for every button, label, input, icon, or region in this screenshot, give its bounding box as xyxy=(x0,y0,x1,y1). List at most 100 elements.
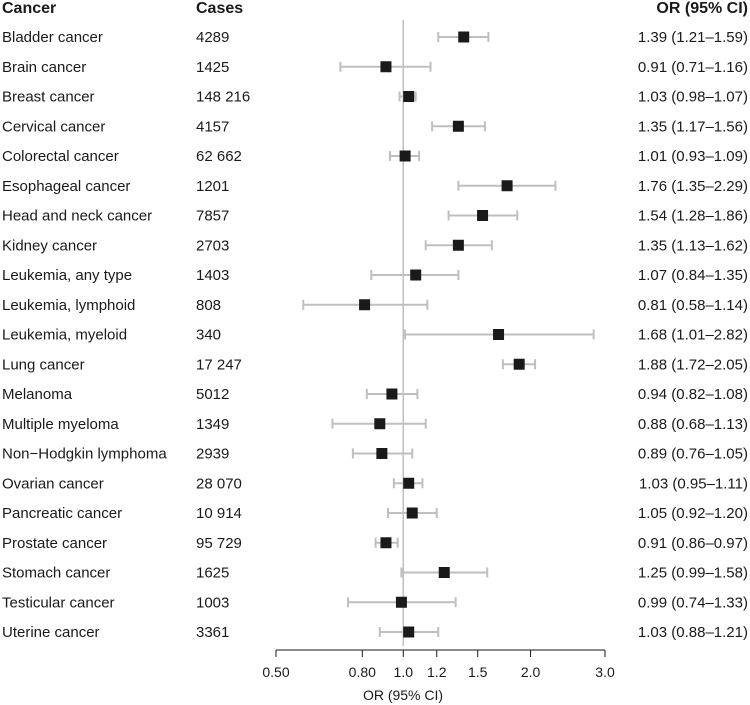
row-or-label: 1.35 (1.13–1.62) xyxy=(638,237,748,254)
row-or-label: 1.01 (0.93–1.09) xyxy=(638,148,748,165)
or-point xyxy=(359,299,371,311)
row-19: Stomach cancer 1625 1.25 (0.99–1.58) xyxy=(2,565,748,582)
or-point xyxy=(380,61,392,73)
row-cases-label: 95 729 xyxy=(196,535,242,552)
row-or-label: 0.91 (0.86–0.97) xyxy=(638,535,748,552)
row-3: Breast cancer 148 216 1.03 (0.98–1.07) xyxy=(2,89,748,106)
row-cancer-label: Cervical cancer xyxy=(2,118,105,135)
row-cancer-label: Esophageal cancer xyxy=(2,178,130,195)
row-cancer-label: Prostate cancer xyxy=(2,535,107,552)
or-point xyxy=(410,269,422,281)
row-cases-label: 1403 xyxy=(196,267,229,284)
row-cancer-label: Bladder cancer xyxy=(2,29,103,46)
row-1: Bladder cancer 4289 1.39 (1.21–1.59) xyxy=(2,29,748,46)
or-point xyxy=(438,567,450,578)
row-or-label: 1.54 (1.28–1.86) xyxy=(638,208,748,225)
row-cancer-label: Colorectal cancer xyxy=(2,148,119,165)
tick-label: 1.5 xyxy=(468,664,488,680)
row-or-label: 0.94 (0.82–1.08) xyxy=(638,386,748,403)
row-cancer-label: Ovarian cancer xyxy=(2,475,104,492)
row-or-label: 1.03 (0.95–1.11) xyxy=(639,475,748,492)
row-cancer-label: Leukemia, lymphoid xyxy=(2,297,135,314)
row-cancer-label: Non−Hodgkin lymphoma xyxy=(2,446,167,463)
row-16: Ovarian cancer 28 070 1.03 (0.95–1.11) xyxy=(2,475,748,492)
row-9: Leukemia, any type 1403 1.07 (0.84–1.35) xyxy=(2,267,748,284)
row-or-label: 1.76 (1.35–2.29) xyxy=(638,178,748,195)
row-cancer-label: Multiple myeloma xyxy=(2,416,119,433)
tick-label: 3.0 xyxy=(595,664,615,680)
row-cases-label: 62 662 xyxy=(196,148,242,165)
row-cases-label: 1003 xyxy=(196,594,229,611)
or-point xyxy=(493,329,505,340)
or-point xyxy=(395,596,407,608)
row-cancer-label: Pancreatic cancer xyxy=(2,505,122,522)
row-or-label: 1.03 (0.98–1.07) xyxy=(638,89,748,106)
row-cancer-label: Leukemia, any type xyxy=(2,267,132,284)
row-or-label: 1.03 (0.88–1.21) xyxy=(638,624,748,641)
row-or-label: 0.89 (0.76–1.05) xyxy=(638,446,748,463)
tick-label: 0.50 xyxy=(262,664,289,680)
row-or-label: 0.91 (0.71–1.16) xyxy=(638,59,748,76)
or-point xyxy=(376,448,388,459)
row-cases-label: 2939 xyxy=(196,446,229,463)
row-18: Prostate cancer 95 729 0.91 (0.86–0.97) xyxy=(2,535,748,552)
row-13: Melanoma 5012 0.94 (0.82–1.08) xyxy=(2,386,748,403)
or-point xyxy=(458,31,470,43)
or-point xyxy=(380,537,392,549)
row-cases-label: 10 914 xyxy=(196,505,242,522)
or-point xyxy=(477,210,489,221)
row-or-label: 1.39 (1.21–1.59) xyxy=(638,29,748,46)
tick-label: 1.2 xyxy=(427,664,447,680)
or-point xyxy=(386,388,398,400)
row-cases-label: 1425 xyxy=(196,59,229,76)
row-12: Lung cancer 17 247 1.88 (1.72–2.05) xyxy=(2,356,748,373)
row-cases-label: 4289 xyxy=(196,29,229,46)
row-15: Non−Hodgkin lymphoma 2939 0.89 (0.76–1.05) xyxy=(2,446,748,463)
row-cases-label: 3361 xyxy=(196,624,229,641)
or-point xyxy=(452,120,464,132)
row-cancer-label: Testicular cancer xyxy=(2,594,115,611)
or-point xyxy=(406,507,418,519)
header-or: OR (95% CI) xyxy=(656,0,748,17)
header-cases: Cases xyxy=(196,0,243,17)
row-cases-label: 148 216 xyxy=(196,89,250,106)
row-cases-label: 1625 xyxy=(196,565,229,582)
or-point xyxy=(513,358,525,370)
row-7: Head and neck cancer 7857 1.54 (1.28–1.86) xyxy=(2,208,748,225)
row-cases-label: 1201 xyxy=(196,178,229,195)
row-10: Leukemia, lymphoid 808 0.81 (0.58–1.14) xyxy=(2,297,748,314)
row-14: Multiple myeloma 1349 0.88 (0.68–1.13) xyxy=(2,416,748,433)
row-cases-label: 340 xyxy=(196,327,221,344)
row-20: Testicular cancer 1003 0.99 (0.74–1.33) xyxy=(2,594,748,611)
row-or-label: 0.88 (0.68–1.13) xyxy=(638,416,748,433)
or-point xyxy=(374,418,386,430)
row-5: Colorectal cancer 62 662 1.01 (0.93–1.09) xyxy=(2,148,748,165)
row-cases-label: 17 247 xyxy=(196,356,242,373)
row-21: Uterine cancer 3361 1.03 (0.88–1.21) xyxy=(2,624,748,641)
row-cancer-label: Stomach cancer xyxy=(2,565,110,582)
row-cancer-label: Melanoma xyxy=(2,386,73,403)
row-or-label: 1.25 (0.99–1.58) xyxy=(638,565,748,582)
tick-label: 2.0 xyxy=(521,664,541,680)
row-cases-label: 2703 xyxy=(196,237,229,254)
or-point xyxy=(403,477,415,489)
or-point xyxy=(403,626,415,638)
row-or-label: 1.07 (0.84–1.35) xyxy=(638,267,748,284)
row-cancer-label: Brain cancer xyxy=(2,59,86,76)
row-or-label: 0.99 (0.74–1.33) xyxy=(638,594,748,611)
row-or-label: 1.05 (0.92–1.20) xyxy=(638,505,748,522)
row-cancer-label: Leukemia, myeloid xyxy=(2,327,127,344)
or-point xyxy=(501,180,513,192)
row-2: Brain cancer 1425 0.91 (0.71–1.16) xyxy=(2,59,748,76)
row-cancer-label: Kidney cancer xyxy=(2,237,97,254)
row-cases-label: 5012 xyxy=(196,386,229,403)
row-4: Cervical cancer 4157 1.35 (1.17–1.56) xyxy=(2,118,748,135)
row-cases-label: 808 xyxy=(196,297,221,314)
or-point xyxy=(403,91,415,102)
row-cases-label: 7857 xyxy=(196,208,229,225)
x-axis-ticks: 0.50 0.80 1.0 1.2 1.5 2.0 3.0 xyxy=(262,650,615,680)
row-8: Kidney cancer 2703 1.35 (1.13–1.62) xyxy=(2,237,748,254)
row-cancer-label: Breast cancer xyxy=(2,89,95,106)
x-axis-title: OR (95% CI) xyxy=(363,687,443,703)
